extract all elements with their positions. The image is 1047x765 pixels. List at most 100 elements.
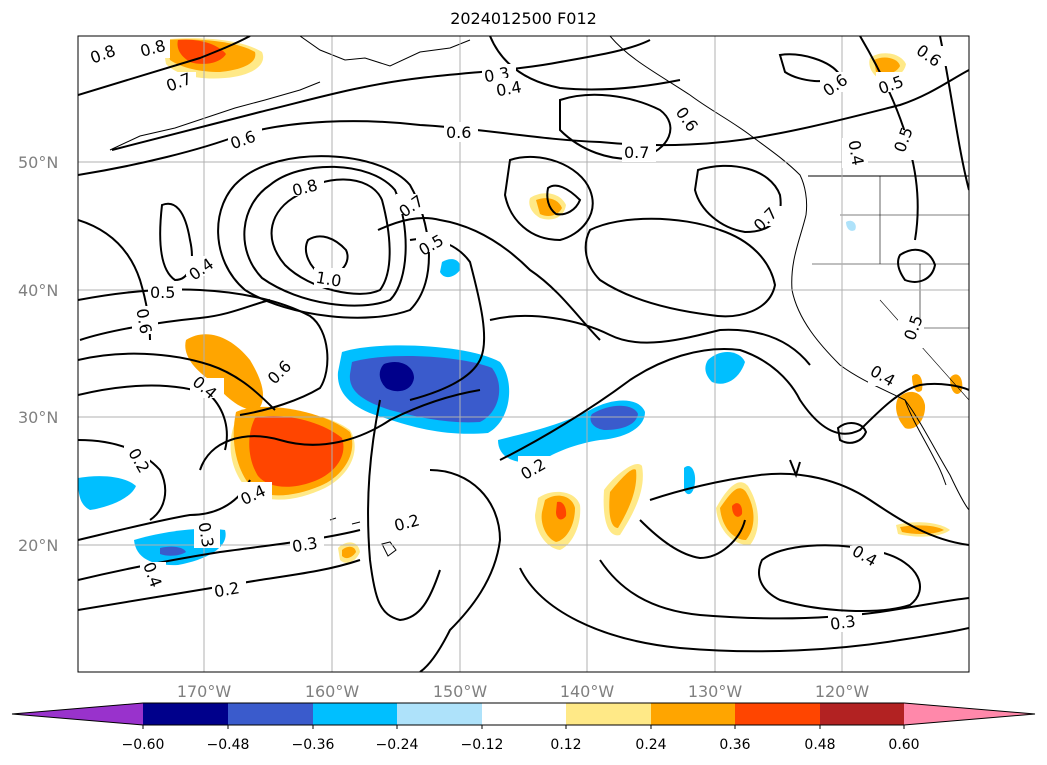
colorbar-ticks bbox=[142, 725, 905, 729]
colorbar-tick-label: −0.24 bbox=[376, 737, 419, 753]
colorbar-tick-label: −0.12 bbox=[461, 737, 504, 753]
colorbar-segment bbox=[397, 703, 482, 725]
negative-anomaly-area bbox=[78, 476, 136, 510]
contour-line bbox=[78, 439, 167, 521]
contour-label: 0.4 bbox=[844, 139, 867, 167]
positive-anomaly-area bbox=[556, 501, 567, 520]
colorbar-tick-label: −0.60 bbox=[122, 737, 165, 753]
colorbar-segment bbox=[820, 703, 904, 725]
contour-label-bg bbox=[820, 72, 854, 92]
contour-label-bg bbox=[842, 138, 868, 168]
contour-label: 0.3 bbox=[291, 533, 319, 556]
colorbar-segment bbox=[735, 703, 820, 725]
contour-label-bg bbox=[194, 520, 220, 548]
contour-line bbox=[419, 469, 502, 672]
hawaiian-islands bbox=[329, 517, 397, 557]
figure-title: 2024012500 F012 bbox=[450, 9, 597, 28]
colorbar: −0.60 −0.48 −0.36 −0.24 −0.12 0.12 0.24 … bbox=[11, 702, 1036, 753]
lon-label: 120°W bbox=[815, 682, 870, 701]
colorbar-tick-label: 0.24 bbox=[635, 737, 666, 753]
contour-label-bg bbox=[850, 546, 884, 566]
contour-label: 0.3 bbox=[829, 611, 857, 633]
positive-anomaly-area bbox=[177, 39, 226, 64]
lat-label: 20°N bbox=[18, 536, 58, 555]
colorbar-extend-low bbox=[12, 703, 143, 725]
colorbar-tick-label: −0.36 bbox=[292, 737, 335, 753]
contour-label-bg bbox=[290, 532, 324, 552]
contour-line bbox=[217, 155, 430, 319]
colorbar-segment bbox=[482, 703, 566, 725]
colorbar-segment bbox=[143, 703, 228, 725]
contour-label: 0.5 bbox=[150, 283, 175, 302]
contour-line bbox=[489, 36, 681, 91]
contour-label-bg bbox=[518, 456, 552, 476]
contour-line bbox=[199, 389, 481, 471]
contour-line bbox=[789, 459, 801, 479]
positive-anomaly-area bbox=[609, 469, 637, 528]
contour-labels: 0.8 0.8 0.7 0.6 0.6 0.8 1.0 0.7 0.5 0.4 … bbox=[86, 36, 948, 634]
contour-line bbox=[639, 519, 746, 560]
contour-line bbox=[559, 93, 672, 160]
contour-label-bg bbox=[162, 72, 196, 92]
contour-line bbox=[111, 39, 651, 151]
negative-anomaly-area bbox=[440, 259, 461, 278]
contour-line bbox=[489, 315, 811, 366]
colorbar-segment bbox=[651, 703, 735, 725]
colorbar-segment bbox=[313, 703, 397, 725]
contour-line bbox=[270, 178, 391, 295]
contour-label-bg bbox=[190, 378, 224, 398]
contour-label-bg bbox=[86, 44, 120, 64]
positive-anomaly-area bbox=[732, 503, 743, 517]
negative-anomaly-area bbox=[160, 546, 186, 556]
contour-label-bg bbox=[314, 268, 348, 288]
contour-label-bg bbox=[238, 482, 272, 502]
contour-line bbox=[896, 248, 937, 283]
contour-label-bg bbox=[212, 578, 246, 598]
contour-label: 0.4 bbox=[495, 77, 523, 100]
contour-line bbox=[78, 36, 251, 96]
colorbar-tick-label: −0.48 bbox=[207, 737, 250, 753]
contour-label-bg bbox=[140, 562, 166, 590]
contour-label-bg bbox=[396, 194, 430, 214]
negative-anomaly-area bbox=[590, 405, 638, 430]
contour-label-bg bbox=[672, 110, 706, 130]
contour-label-bg bbox=[494, 78, 528, 98]
lat-label: 50°N bbox=[18, 153, 58, 172]
contour-label: 0.6 bbox=[446, 123, 471, 142]
colorbar-tick-label: 0.60 bbox=[888, 737, 919, 753]
contour-line bbox=[599, 559, 969, 620]
contour-label-bg bbox=[136, 38, 170, 58]
contour-label-bg bbox=[228, 128, 262, 148]
lon-label: 170°W bbox=[177, 682, 232, 701]
contour-line bbox=[758, 544, 921, 613]
contour-label-bg bbox=[898, 318, 924, 348]
positive-anomaly-area bbox=[900, 525, 944, 535]
contour-label-bg bbox=[914, 46, 948, 66]
alaska-mainland bbox=[299, 36, 471, 67]
contour-line bbox=[409, 237, 486, 401]
negative-anomaly-area bbox=[379, 361, 414, 392]
colorbar-segment bbox=[228, 703, 313, 725]
contour-label-bg bbox=[148, 282, 182, 302]
contour-line bbox=[519, 567, 969, 653]
contour-label-bg bbox=[392, 512, 426, 532]
contour-label-bg bbox=[264, 360, 298, 380]
contour-label: 0.3 bbox=[194, 521, 217, 549]
map-frame bbox=[77, 35, 970, 673]
contour-line bbox=[78, 559, 361, 611]
contour-label: 0.2 bbox=[213, 578, 241, 601]
contour-label-bg bbox=[828, 612, 862, 632]
contour-line bbox=[79, 299, 271, 341]
contour-label-bg bbox=[444, 122, 478, 142]
contour-line bbox=[503, 155, 594, 242]
contour-label-bg bbox=[186, 256, 220, 276]
map-area: 0.8 0.8 0.7 0.6 0.6 0.8 1.0 0.7 0.5 0.4 … bbox=[78, 36, 969, 672]
lon-label: 160°W bbox=[305, 682, 360, 701]
alaska-coastline bbox=[609, 36, 808, 216]
positive-anomaly-area bbox=[874, 57, 900, 74]
positive-anomaly-area bbox=[541, 495, 575, 542]
lon-label: 140°W bbox=[560, 682, 615, 701]
positive-anomaly-area bbox=[342, 546, 356, 559]
contour-line bbox=[78, 479, 251, 541]
state-borders bbox=[812, 176, 969, 401]
